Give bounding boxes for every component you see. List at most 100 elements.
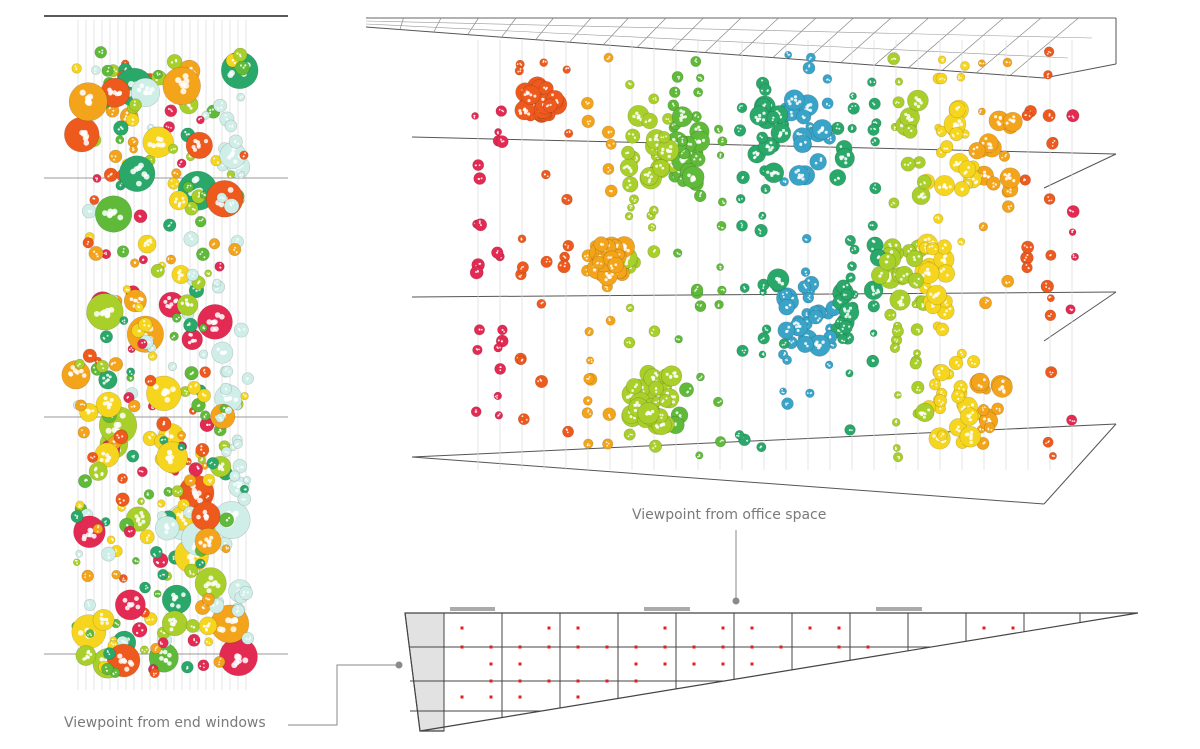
ornament-facet — [478, 328, 481, 331]
ornament — [845, 272, 856, 283]
ornament-facet — [815, 340, 819, 344]
ornament-facet — [792, 340, 795, 343]
ornament-facet — [958, 241, 961, 243]
ornament — [516, 355, 527, 366]
ornament — [582, 395, 593, 406]
ornament-facet — [738, 107, 741, 110]
ornament-facet — [171, 336, 174, 339]
ornament — [74, 358, 85, 370]
ornament-facet — [923, 182, 926, 185]
ornament-facet — [782, 180, 785, 183]
ornament-facet — [873, 139, 876, 141]
ornament-facet — [88, 605, 91, 607]
ornament — [517, 234, 527, 244]
ornament-facet — [943, 243, 947, 246]
ornament-facet — [177, 277, 181, 281]
ornament-facet — [927, 408, 931, 412]
ornament-facet — [78, 503, 81, 506]
ornament-facet — [236, 52, 239, 55]
ornament-facet — [1047, 441, 1049, 444]
ornament-facet — [105, 666, 107, 669]
ornament-facet — [221, 462, 225, 466]
ornament-facet — [829, 336, 832, 339]
ornament-facet — [160, 142, 166, 148]
ornament-facet — [741, 105, 743, 107]
ornament-facet — [916, 386, 919, 389]
ornament-facet — [478, 222, 481, 224]
ornament-facet — [138, 470, 141, 472]
ornament — [75, 645, 97, 666]
ornament-facet — [170, 221, 173, 224]
ornament-facet — [894, 102, 897, 104]
ornament-facet — [117, 653, 123, 659]
ornament — [968, 142, 986, 160]
ornament-facet — [934, 248, 937, 251]
ornament-facet — [960, 383, 963, 387]
ornament — [1045, 366, 1058, 379]
ornament-facet — [222, 197, 225, 200]
ornament-facet — [96, 255, 99, 258]
ornament-facet — [969, 433, 973, 438]
ornament-facet — [660, 136, 663, 139]
ornament — [928, 378, 942, 391]
ornament-body — [602, 438, 614, 450]
ceiling-grid-line — [535, 17, 554, 41]
ceiling-grid-line — [670, 17, 704, 51]
ornament-facet — [607, 171, 610, 173]
ornament-facet — [127, 396, 130, 398]
ornament-facet — [119, 412, 126, 419]
ornament-facet — [241, 95, 244, 98]
ornament — [805, 52, 816, 63]
ornament-facet — [909, 247, 913, 250]
ornament-facet — [196, 514, 201, 520]
ornament-facet — [178, 201, 182, 205]
ornament-facet — [203, 256, 206, 259]
ornament-facet — [82, 135, 89, 142]
ornament-facet — [990, 429, 993, 431]
ornament-facet — [119, 140, 122, 143]
ornament-facet — [838, 301, 841, 304]
ornament — [137, 317, 153, 332]
ornament-facet — [884, 260, 888, 264]
ornament — [581, 96, 594, 110]
ornament-facet — [699, 92, 701, 95]
ornament-facet — [188, 204, 191, 207]
ornament-facet — [1049, 254, 1052, 257]
ornament-facet — [227, 547, 230, 549]
ornament-facet — [211, 108, 214, 111]
ornament-facet — [626, 341, 629, 344]
ornament-facet — [235, 475, 238, 478]
ornament — [156, 416, 172, 432]
ornament-facet — [694, 289, 697, 292]
ornament — [891, 325, 904, 338]
ornament-facet — [180, 88, 187, 95]
ornament-facet — [586, 378, 588, 380]
ornament-facet — [106, 70, 109, 73]
ornament-facet — [151, 347, 154, 350]
ornament-facet — [771, 119, 774, 122]
ornament-facet — [1051, 145, 1054, 147]
ornament-facet — [105, 253, 108, 256]
ornament — [797, 280, 811, 294]
ornament-facet — [122, 579, 124, 582]
ornament-body — [801, 233, 812, 244]
ornament-facet — [188, 234, 192, 238]
ornament-facet — [224, 114, 227, 117]
ornament-facet — [917, 277, 920, 281]
ornament — [801, 233, 812, 244]
ornament — [195, 443, 210, 457]
ceiling-grid-line — [704, 17, 742, 53]
ornament-facet — [960, 77, 962, 79]
ornament-facet — [985, 299, 988, 302]
ornament — [236, 92, 245, 102]
office-space-perspective — [365, 17, 1117, 505]
ornament-facet — [193, 208, 196, 211]
ornament-facet — [203, 415, 206, 418]
ornament-facet — [814, 315, 817, 318]
ornament — [206, 457, 220, 470]
ornament-facet — [104, 523, 107, 526]
ornament-body — [94, 46, 108, 59]
ornament-facet — [1006, 190, 1009, 193]
ornament-facet — [963, 64, 965, 66]
ornament-facet — [652, 328, 655, 331]
